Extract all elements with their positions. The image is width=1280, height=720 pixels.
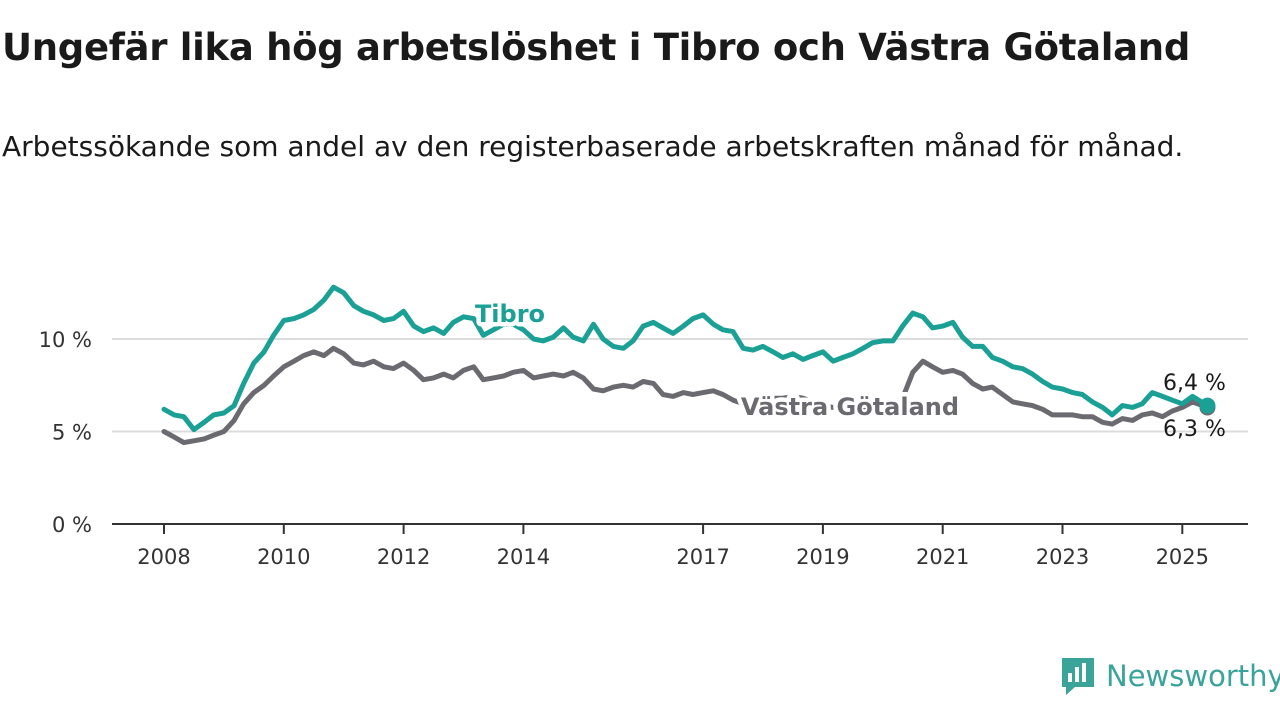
x-tick-label: 2017	[676, 545, 729, 569]
vastra-gotaland-label: Västra Götaland	[741, 393, 959, 421]
bar-chart-speech-bubble-icon	[1062, 658, 1094, 695]
x-tick-label: 2010	[257, 545, 310, 569]
tibro-end-label: 6,4 %	[1163, 371, 1226, 396]
chart-title: Ungefär lika hög arbetslöshet i Tibro oc…	[2, 26, 1191, 69]
tibro-line	[161, 284, 1210, 433]
vastra-gotaland-label-halo: Västra Götaland	[741, 393, 959, 421]
y-tick-label: 10 %	[39, 328, 92, 352]
x-tick-label: 2019	[796, 545, 849, 569]
chart-subtitle: Arbetssökande som andel av den registerb…	[2, 130, 1184, 163]
y-tick-label: 0 %	[52, 513, 92, 537]
series-layer	[161, 284, 1216, 446]
vastra-gotaland-end-label: 6,3 %	[1163, 417, 1226, 442]
brand-name: Newsworthy	[1106, 659, 1280, 693]
newsworthy-logo: Newsworthy	[1060, 656, 1280, 696]
tibro-label-halo: Tibro	[475, 300, 545, 328]
y-tick-label: 5 %	[52, 421, 92, 445]
x-tick-label: 2014	[497, 545, 550, 569]
x-tick-label: 2023	[1036, 545, 1089, 569]
x-tick-label: 2008	[137, 545, 190, 569]
vastra-gotaland-line	[161, 345, 1210, 446]
x-tick-label: 2012	[377, 545, 430, 569]
axis-layer: 0 % 5 % 10 % 2008 2010 2012 2014 2017 2019 2021 20…	[39, 328, 1248, 569]
tibro-label: Tibro	[475, 300, 545, 328]
x-tick-label: 2021	[916, 545, 969, 569]
grid-layer	[112, 338, 1248, 433]
tibro-end-point	[1199, 397, 1216, 414]
x-tick-label: 2025	[1156, 545, 1209, 569]
